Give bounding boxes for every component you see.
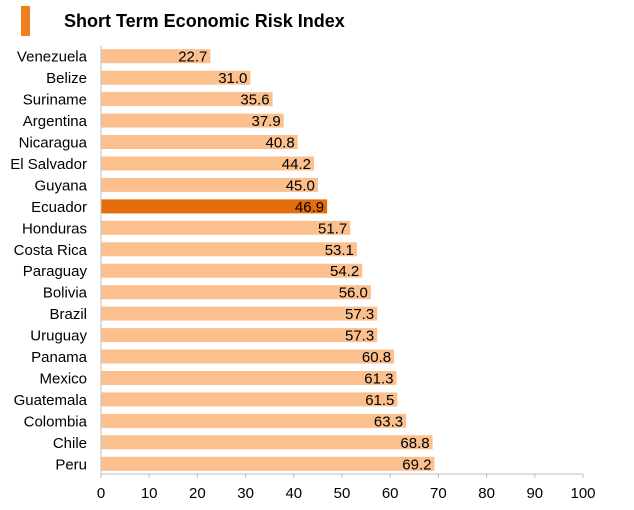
bar-brazil bbox=[101, 306, 378, 321]
category-label: Mexico bbox=[39, 371, 87, 388]
category-label: Guyana bbox=[34, 177, 87, 194]
value-label: 61.3 bbox=[364, 371, 393, 388]
x-tick-label: 20 bbox=[189, 485, 206, 502]
category-label: Argentina bbox=[23, 113, 88, 130]
category-label: Brazil bbox=[49, 306, 87, 323]
x-tick-label: 30 bbox=[237, 485, 254, 502]
value-label: 51.7 bbox=[318, 220, 347, 237]
x-tick-label: 70 bbox=[430, 485, 447, 502]
category-label: Guatemala bbox=[14, 392, 88, 409]
chart-title: Short Term Economic Risk Index bbox=[64, 11, 345, 31]
value-label: 57.3 bbox=[345, 306, 374, 323]
bar-nicaragua bbox=[101, 135, 298, 149]
category-label: Paraguay bbox=[23, 263, 88, 280]
value-label: 68.8 bbox=[400, 435, 429, 452]
bar-costa-rica bbox=[101, 242, 357, 257]
value-label: 63.3 bbox=[374, 413, 403, 430]
x-tick-label: 100 bbox=[570, 485, 595, 502]
value-label: 57.3 bbox=[345, 328, 374, 345]
category-label: Uruguay bbox=[30, 328, 87, 345]
bar-colombia bbox=[101, 413, 407, 428]
bar-peru bbox=[101, 456, 435, 471]
bar-chile bbox=[101, 435, 433, 450]
category-label: Chile bbox=[53, 435, 87, 452]
value-label: 69.2 bbox=[402, 456, 431, 473]
value-labels-group: 22.7 31.0 35.6 37.9 40.8 44.2 45.0 46.9 51.7 53.1… bbox=[178, 49, 431, 474]
category-label: Belize bbox=[46, 70, 87, 87]
bar-mexico bbox=[101, 371, 397, 385]
value-label: 37.9 bbox=[251, 113, 280, 130]
value-label: 31.0 bbox=[218, 70, 247, 87]
value-label: 54.2 bbox=[330, 263, 359, 280]
category-label: Venezuela bbox=[17, 49, 88, 66]
bar-guyana bbox=[101, 177, 318, 192]
value-label: 60.8 bbox=[362, 349, 391, 366]
value-label: 56.0 bbox=[339, 285, 368, 302]
x-tick-label: 60 bbox=[382, 485, 399, 502]
x-tick-label: 0 bbox=[97, 485, 105, 502]
category-label: Suriname bbox=[23, 92, 87, 109]
bar-paraguay bbox=[101, 263, 363, 278]
category-label: Peru bbox=[55, 456, 87, 473]
bar-bolivia bbox=[101, 285, 371, 300]
bar-el-salvador bbox=[101, 156, 314, 171]
x-tick-label: 10 bbox=[141, 485, 158, 502]
category-label: El Salvador bbox=[10, 156, 87, 173]
value-label: 53.1 bbox=[325, 242, 354, 259]
bar-honduras bbox=[101, 220, 351, 235]
bar-venezuela bbox=[101, 49, 211, 64]
value-label: 44.2 bbox=[282, 156, 311, 173]
title-accent-bar bbox=[21, 6, 30, 36]
bar-panama bbox=[101, 349, 395, 364]
value-label: 46.9 bbox=[295, 199, 324, 216]
x-tick-label: 80 bbox=[478, 485, 495, 502]
value-label: 22.7 bbox=[178, 49, 207, 66]
category-label: Panama bbox=[31, 349, 88, 366]
bar-belize bbox=[101, 70, 251, 85]
category-label: Costa Rica bbox=[14, 242, 88, 259]
bar-ecuador bbox=[101, 199, 328, 214]
value-label: 45.0 bbox=[286, 177, 315, 194]
value-label: 40.8 bbox=[265, 135, 294, 152]
value-label: 61.5 bbox=[365, 392, 394, 409]
category-label: Ecuador bbox=[31, 199, 87, 216]
x-tick-label: 90 bbox=[526, 485, 543, 502]
bars-group bbox=[101, 49, 435, 471]
category-label: Bolivia bbox=[43, 285, 88, 302]
category-label: Nicaragua bbox=[19, 135, 88, 152]
x-axis: 0 10 20 30 40 50 60 70 80 90 100 bbox=[97, 45, 596, 502]
bar-argentina bbox=[101, 113, 284, 128]
bar-suriname bbox=[101, 92, 273, 107]
x-tick-label: 40 bbox=[285, 485, 302, 502]
bar-uruguay bbox=[101, 328, 378, 343]
bar-guatemala bbox=[101, 392, 398, 407]
category-label: Colombia bbox=[24, 413, 88, 430]
category-label: Honduras bbox=[22, 220, 87, 237]
x-tick-label: 50 bbox=[334, 485, 351, 502]
value-label: 35.6 bbox=[240, 92, 269, 109]
category-labels-group: Venezuela Belize Suriname Argentina Nicaragu… bbox=[10, 49, 87, 474]
